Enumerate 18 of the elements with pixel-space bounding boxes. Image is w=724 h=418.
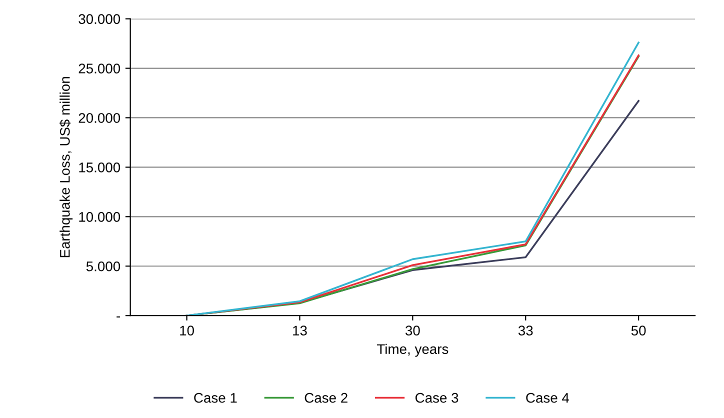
y-tick-label: 20.000	[78, 113, 120, 123]
y-tick-label: -	[116, 316, 120, 318]
y-tick-label: 5.000	[86, 261, 120, 272]
legend-label: Case 1	[194, 392, 237, 403]
x-tick-label: 50	[631, 326, 646, 336]
y-axis-title: Earthquake Loss, US$ million	[59, 77, 73, 258]
y-tick-label: 10.000	[79, 212, 120, 222]
y-tick-label: 30.000	[78, 14, 120, 24]
legend-label: Case 4	[526, 392, 570, 403]
y-tick-label: 25.000	[78, 64, 120, 74]
x-tick-label: 30	[405, 326, 420, 336]
x-tick-label: 10	[180, 326, 194, 336]
x-axis-title: Time, years	[376, 344, 448, 357]
y-tick-label: 15.000	[79, 162, 120, 172]
x-tick-label: 13	[293, 326, 307, 336]
x-tick-label: 33	[518, 326, 533, 336]
legend-label: Case 3	[415, 392, 458, 403]
legend-label: Case 2	[304, 392, 348, 403]
